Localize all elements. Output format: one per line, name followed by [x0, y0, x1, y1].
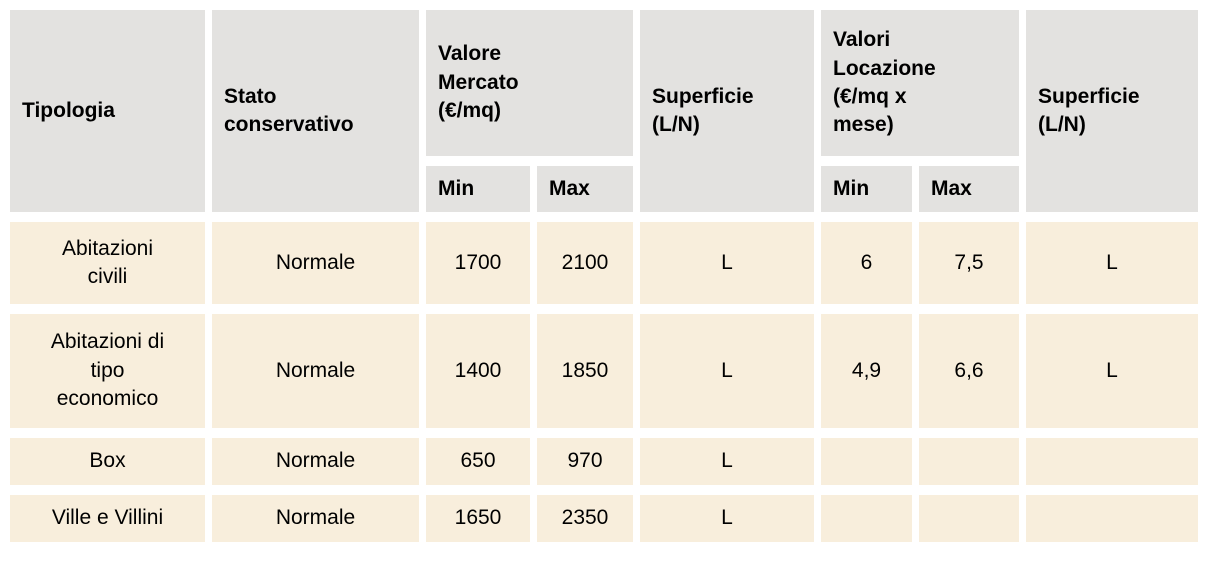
cell-mercato-min: 650 [426, 438, 530, 485]
col-header-stato-conservativo: Stato conservativo [212, 10, 419, 212]
cell-superficie-locazione: L [1026, 222, 1198, 304]
col-header-superficie-locazione: Superficie (L/N) [1026, 10, 1198, 212]
table-row: Box Normale 650 970 L [10, 438, 1198, 485]
subheader-locazione-min: Min [821, 166, 912, 212]
cell-tipologia: Abitazioni di tipo economico [10, 314, 205, 428]
col-header-valori-locazione: Valori Locazione (€/mq x mese) [821, 10, 1019, 156]
cell-tipologia: Box [10, 438, 205, 485]
col-header-superficie-mercato: Superficie (L/N) [640, 10, 814, 212]
cell-stato: Normale [212, 222, 419, 304]
cell-stato: Normale [212, 438, 419, 485]
cell-tipologia: Abitazioni civili [10, 222, 205, 304]
cell-locazione-max: 7,5 [919, 222, 1019, 304]
cell-superficie-locazione [1026, 495, 1198, 542]
col-header-tipologia: Tipologia [10, 10, 205, 212]
cell-superficie-locazione: L [1026, 314, 1198, 428]
cell-locazione-max: 6,6 [919, 314, 1019, 428]
cell-mercato-min: 1400 [426, 314, 530, 428]
cell-mercato-min: 1650 [426, 495, 530, 542]
omi-quotations-table: Tipologia Stato conservativo Valore Merc… [3, 0, 1205, 552]
table-row: Abitazioni civili Normale 1700 2100 L 6 … [10, 222, 1198, 304]
subheader-mercato-min: Min [426, 166, 530, 212]
table-row: Ville e Villini Normale 1650 2350 L [10, 495, 1198, 542]
cell-locazione-max [919, 495, 1019, 542]
cell-tipologia: Ville e Villini [10, 495, 205, 542]
cell-stato: Normale [212, 495, 419, 542]
cell-locazione-min [821, 495, 912, 542]
col-header-valore-mercato: Valore Mercato (€/mq) [426, 10, 633, 156]
cell-superficie-mercato: L [640, 438, 814, 485]
cell-mercato-min: 1700 [426, 222, 530, 304]
cell-superficie-locazione [1026, 438, 1198, 485]
cell-mercato-max: 1850 [537, 314, 633, 428]
cell-stato: Normale [212, 314, 419, 428]
cell-superficie-mercato: L [640, 495, 814, 542]
cell-locazione-min: 6 [821, 222, 912, 304]
subheader-mercato-max: Max [537, 166, 633, 212]
cell-mercato-max: 970 [537, 438, 633, 485]
table-row: Abitazioni di tipo economico Normale 140… [10, 314, 1198, 428]
cell-mercato-max: 2100 [537, 222, 633, 304]
cell-superficie-mercato: L [640, 222, 814, 304]
cell-superficie-mercato: L [640, 314, 814, 428]
subheader-locazione-max: Max [919, 166, 1019, 212]
table-header: Tipologia Stato conservativo Valore Merc… [10, 10, 1198, 212]
table-body: Abitazioni civili Normale 1700 2100 L 6 … [10, 222, 1198, 542]
cell-locazione-min [821, 438, 912, 485]
cell-mercato-max: 2350 [537, 495, 633, 542]
cell-locazione-max [919, 438, 1019, 485]
cell-locazione-min: 4,9 [821, 314, 912, 428]
